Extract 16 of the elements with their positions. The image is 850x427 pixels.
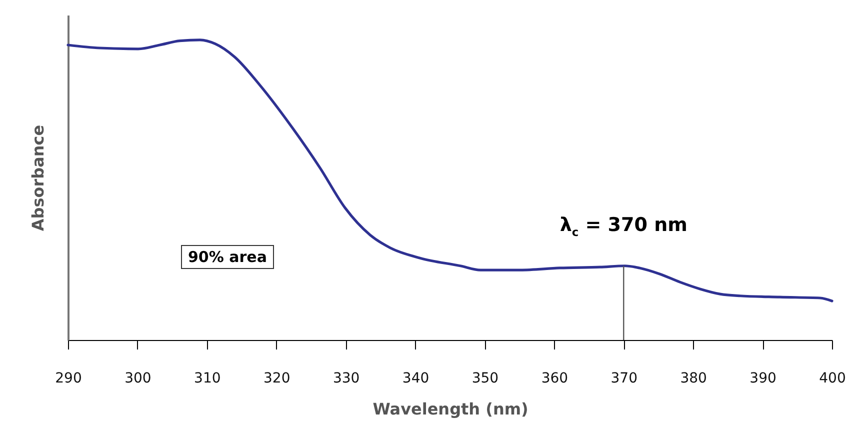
x-tick-label: 380 (680, 370, 707, 386)
x-tick-label: 370 (610, 370, 638, 386)
x-tick-label: 310 (194, 370, 221, 386)
y-axis-title: Absorbance (28, 124, 48, 232)
x-tick-label: 340 (402, 370, 430, 386)
x-tick-label: 360 (541, 370, 568, 386)
x-tick-label: 350 (472, 370, 499, 386)
annotation: 90% area (181, 245, 274, 269)
x-tick-label: 300 (124, 370, 152, 386)
x-tick-label: 400 (819, 370, 846, 386)
x-tick-label: 390 (750, 370, 776, 386)
x-axis-title: Wavelength (nm) (372, 400, 528, 418)
x-tick-label: 330 (332, 370, 360, 386)
x-tick-label: 290 (55, 370, 82, 386)
x-tick-label: 320 (263, 370, 290, 386)
ref-line-label: λ$_{c}$ = 370 nm (560, 214, 688, 239)
